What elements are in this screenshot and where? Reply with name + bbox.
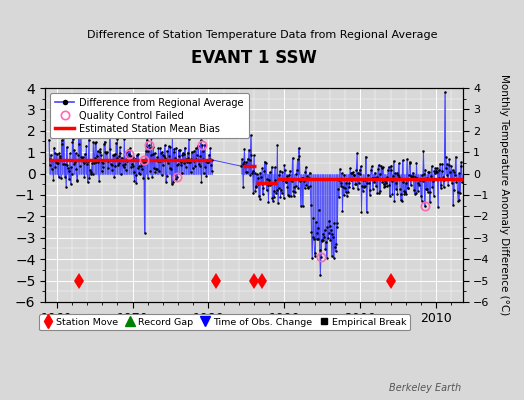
Text: Berkeley Earth: Berkeley Earth xyxy=(389,383,461,393)
Legend: Station Move, Record Gap, Time of Obs. Change, Empirical Break: Station Move, Record Gap, Time of Obs. C… xyxy=(39,314,410,330)
Title: EVANT 1 SSW: EVANT 1 SSW xyxy=(191,49,317,67)
Text: Difference of Station Temperature Data from Regional Average: Difference of Station Temperature Data f… xyxy=(87,30,437,40)
Y-axis label: Monthly Temperature Anomaly Difference (°C): Monthly Temperature Anomaly Difference (… xyxy=(499,74,509,316)
